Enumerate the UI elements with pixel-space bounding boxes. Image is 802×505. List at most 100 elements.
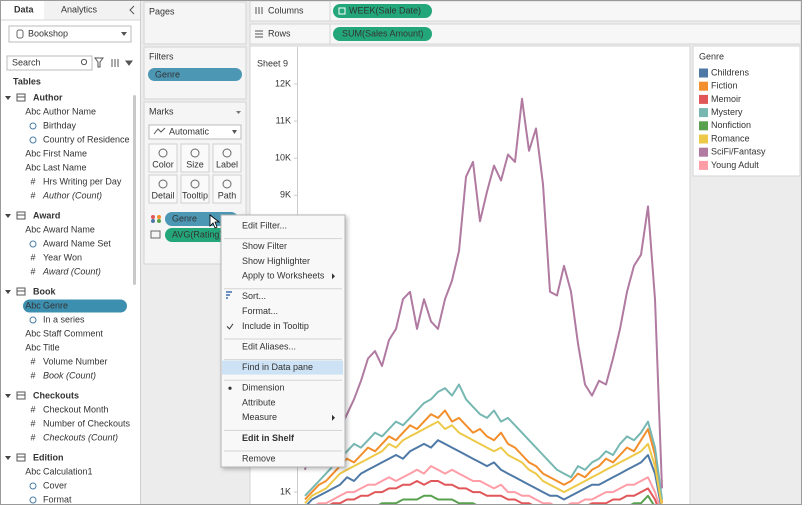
field-name[interactable]: Year Won [43, 252, 82, 262]
data-source-box[interactable] [8, 25, 132, 43]
field-name[interactable]: Calculation1 [43, 466, 93, 476]
dropdown-arrow [121, 32, 127, 36]
legend-swatch[interactable] [699, 121, 708, 131]
legend-label[interactable]: Memoir [711, 94, 741, 104]
field-name[interactable]: Checkouts (Count) [43, 432, 118, 442]
menu-item[interactable]: Format... [242, 306, 278, 316]
field-name[interactable]: Staff Comment [43, 328, 103, 338]
pane-tab[interactable]: Data [14, 4, 35, 14]
menu-item[interactable]: Edit Aliases... [242, 341, 296, 351]
menu-item[interactable]: Attribute [242, 397, 276, 407]
field-name[interactable]: Genre [43, 300, 68, 310]
marks-button-label[interactable]: Path [218, 190, 237, 200]
menu-item[interactable]: Show Filter [242, 241, 287, 251]
color-icon-dot [151, 215, 155, 219]
table-name[interactable]: Edition [33, 452, 64, 462]
legend-swatch[interactable] [699, 108, 708, 118]
field-name[interactable]: Author Name [43, 106, 96, 116]
field-name[interactable]: Award (Count) [42, 266, 101, 276]
field-name[interactable]: Title [43, 342, 60, 352]
marks-button-icon [158, 148, 168, 158]
legend-label[interactable]: Mystery [711, 107, 743, 117]
field-name[interactable]: Number of Checkouts [43, 418, 131, 428]
marks-button-label[interactable]: Tooltip [182, 190, 208, 200]
field-name[interactable]: Hrs Writing per Day [43, 176, 122, 186]
legend-label[interactable]: Fiction [711, 81, 738, 91]
field-type-icon: # [30, 370, 35, 380]
legend-swatch[interactable] [699, 147, 708, 157]
field-name[interactable]: Book (Count) [43, 370, 96, 380]
data-source-name: Bookshop [28, 28, 68, 38]
pages-label: Pages [149, 6, 175, 16]
table-name[interactable]: Checkouts [33, 390, 79, 400]
search-box[interactable] [6, 55, 93, 71]
menu-check [226, 323, 234, 330]
marks-button-label[interactable]: Label [216, 159, 238, 169]
table-name[interactable]: Author [33, 92, 63, 102]
field-name[interactable]: Award Name [43, 224, 95, 234]
legend-label[interactable]: Romance [711, 133, 750, 143]
field-name[interactable]: Cover [43, 480, 67, 490]
field-type-icon: # [30, 176, 35, 186]
legend-label[interactable]: SciFi/Fantasy [711, 147, 766, 157]
menu-item[interactable]: Dimension [242, 383, 285, 393]
mark-type-icon [153, 127, 166, 135]
marks-button-label[interactable]: Color [152, 159, 174, 169]
table-name[interactable]: Award [33, 210, 60, 220]
shelf-label: Columns [268, 5, 304, 15]
plot-area [304, 97, 663, 505]
filter-pill-label[interactable]: Genre [155, 69, 180, 79]
menu-item[interactable]: Apply to Worksheets [242, 271, 325, 281]
filter-pill[interactable] [148, 68, 242, 81]
chart-title: Sheet 9 [257, 58, 288, 68]
field-name[interactable]: Last Name [43, 162, 87, 172]
marks-pill[interactable] [165, 212, 238, 226]
search-placeholder: Search [12, 57, 41, 67]
legend-label[interactable]: Childrens [711, 67, 750, 77]
shelf-pill-label[interactable]: SUM(Sales Amount) [342, 28, 424, 38]
pane-tab[interactable]: Analytics [61, 4, 98, 14]
field-name[interactable]: Award Name Set [43, 238, 111, 248]
expand-arrow [5, 214, 11, 218]
shelf-pill[interactable] [333, 27, 432, 41]
shelf-pill-label[interactable]: WEEK(Sale Date) [349, 5, 421, 15]
y-tick-label: 1K [280, 486, 291, 496]
legend-swatch[interactable] [699, 134, 708, 144]
marks-button-label[interactable]: Size [186, 159, 204, 169]
menu-item[interactable]: Edit in Shelf [242, 433, 295, 443]
legend-label[interactable]: Young Adult [711, 160, 759, 170]
legend-swatch[interactable] [699, 94, 708, 104]
field-name[interactable]: Birthday [43, 120, 77, 130]
field-name[interactable]: Format [43, 494, 72, 504]
mark-type-dropdown[interactable] [148, 124, 242, 140]
marks-button-label[interactable]: Detail [151, 190, 174, 200]
marks-pill-label[interactable]: AVG(Rating) [172, 229, 222, 239]
menu-item[interactable]: Sort... [242, 291, 266, 301]
legend-swatch[interactable] [699, 160, 708, 170]
menu-item[interactable]: Show Highlighter [242, 256, 310, 266]
field-name[interactable]: Checkout Month [43, 404, 109, 414]
field-name[interactable]: Country of Residence [43, 134, 130, 144]
marks-pill-label[interactable]: Genre [172, 213, 197, 223]
field-type-glyph [29, 316, 37, 324]
field-type-icon: # [30, 266, 35, 276]
menu-item[interactable]: Remove [242, 453, 276, 463]
field-type-icon: # [30, 432, 35, 442]
context-menu: Edit Filter... Show Filter Show Highlighte… [220, 214, 346, 468]
menu-item[interactable]: Edit Filter... [242, 220, 287, 230]
table-name[interactable]: Book [33, 286, 56, 296]
field-name[interactable]: Volume Number [43, 356, 108, 366]
menu-item[interactable]: Include in Tooltip [242, 321, 309, 331]
legend-swatch[interactable] [699, 81, 708, 91]
menu-item[interactable]: Measure [242, 412, 277, 422]
mark-type: Automatic [169, 126, 210, 136]
legend-label[interactable]: Nonfiction [711, 120, 751, 130]
menu-item[interactable]: Find in Data pane [242, 362, 313, 372]
expand-arrow [5, 394, 11, 398]
field-type-icon: Abc [25, 328, 41, 338]
field-name[interactable]: Author (Count) [42, 190, 102, 200]
field-name[interactable]: First Name [43, 148, 87, 158]
legend-swatch[interactable] [699, 68, 708, 78]
field-name[interactable]: In a series [43, 314, 85, 324]
shelf-pill[interactable] [333, 4, 432, 18]
